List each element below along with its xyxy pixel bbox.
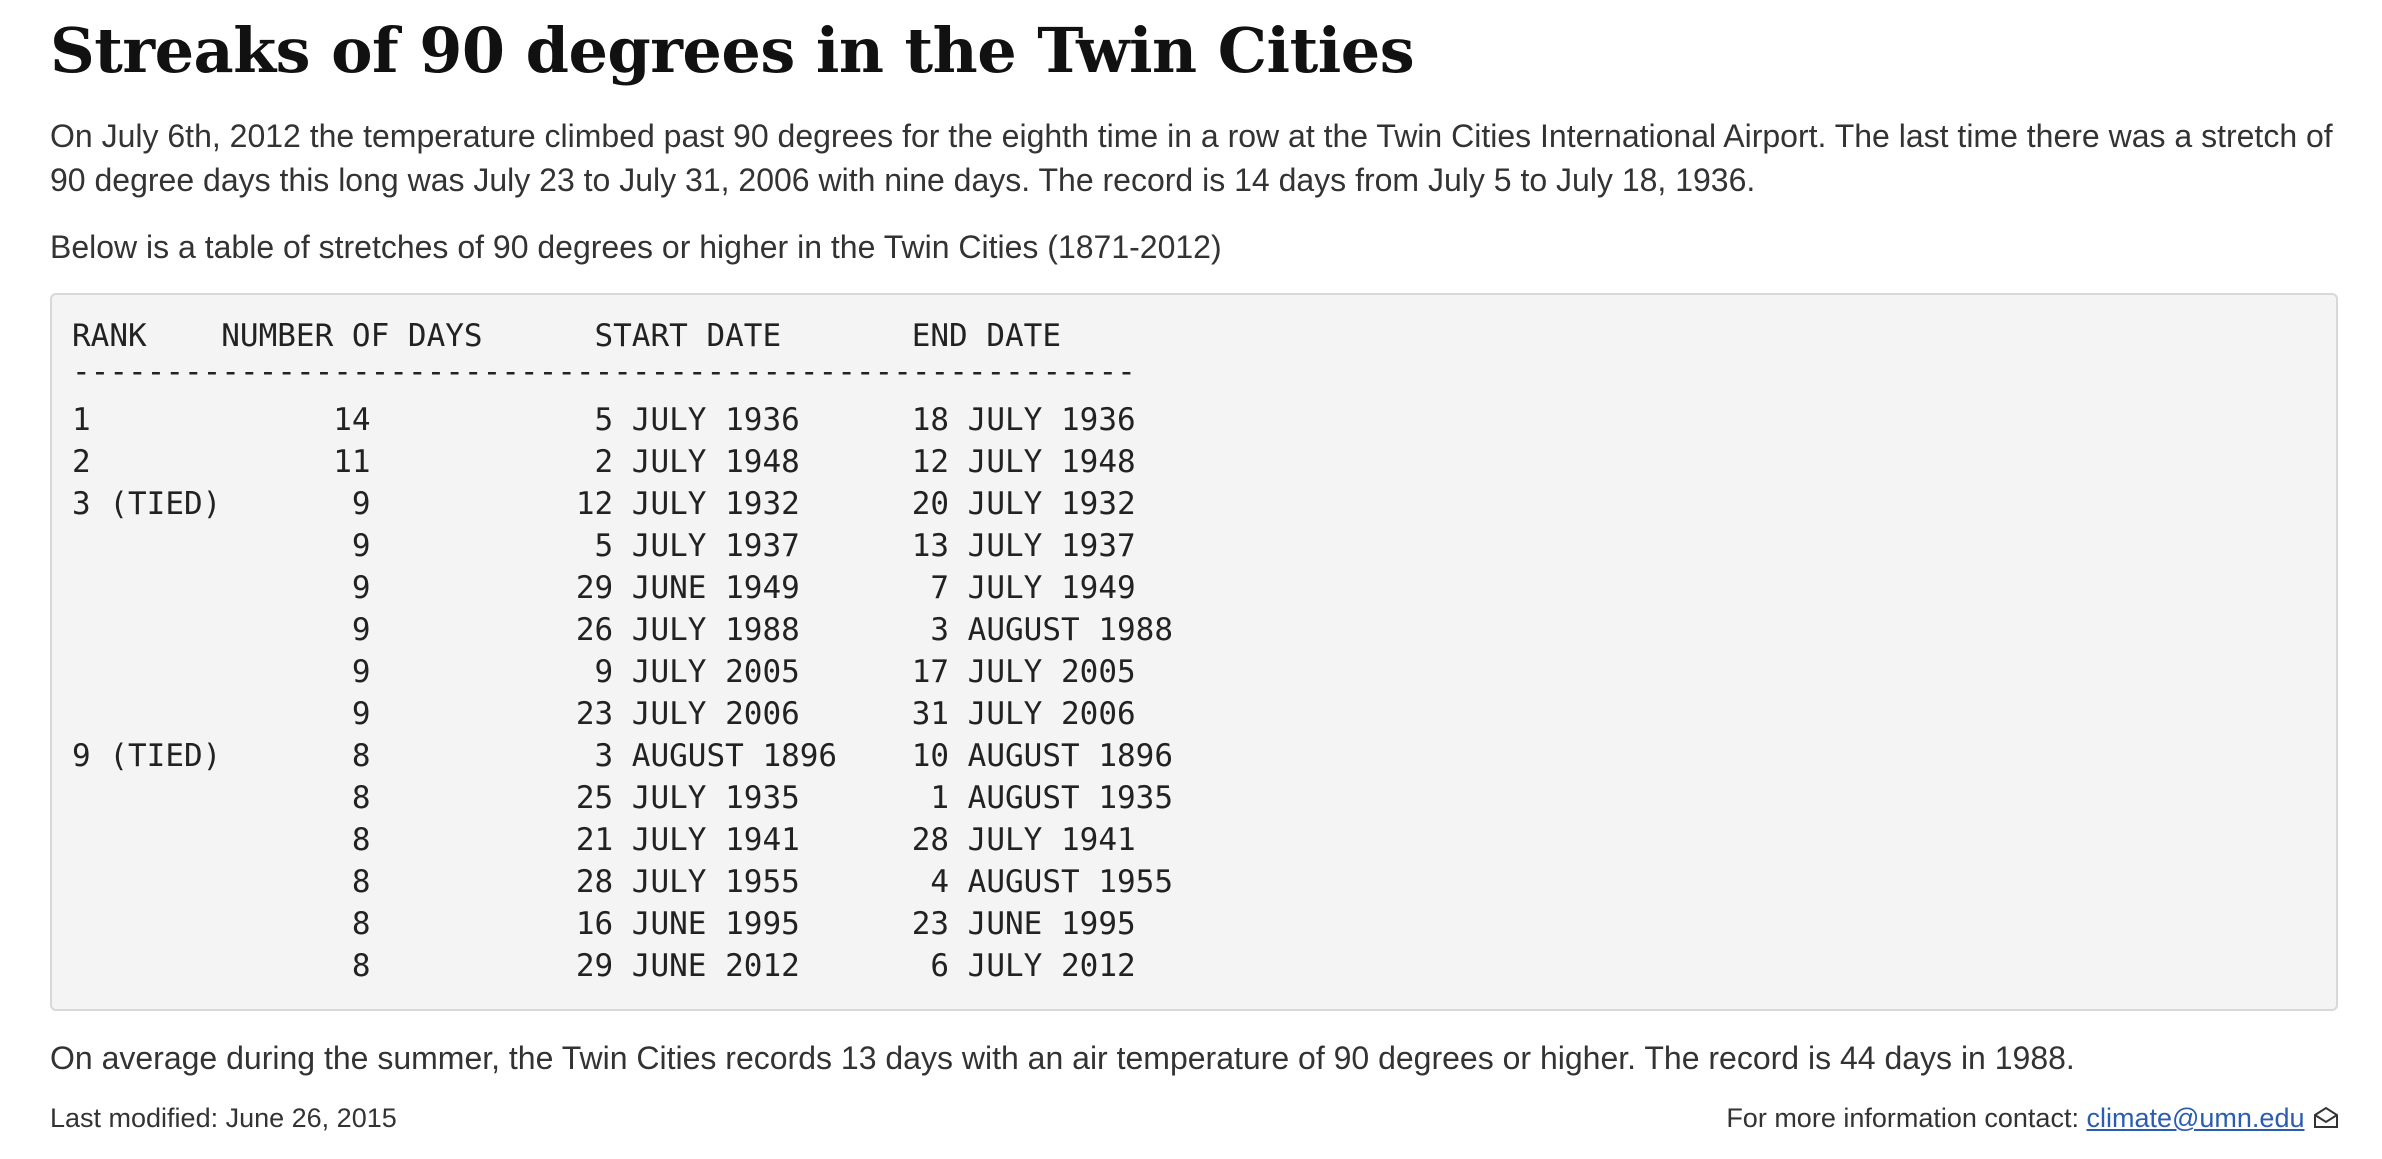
rank: 1 bbox=[72, 402, 91, 438]
end-date: 12 JULY 1948 bbox=[911, 444, 1136, 480]
days: 8 bbox=[351, 906, 371, 942]
end-date: 1 AUGUST 1935 bbox=[930, 780, 1173, 816]
start-date: 26 JULY 1988 bbox=[575, 612, 800, 648]
email-link[interactable]: climate@umn.edu bbox=[2086, 1103, 2305, 1133]
days: 8 bbox=[351, 948, 371, 984]
intro-text: On July 6th, 2012 the temperature climbe… bbox=[50, 118, 2333, 198]
start-date: 5 JULY 1937 bbox=[594, 528, 800, 564]
days: 14 bbox=[333, 402, 371, 438]
start-date: 16 JUNE 1995 bbox=[575, 906, 800, 942]
end-date: 10 AUGUST 1896 bbox=[911, 738, 1173, 774]
start-date: 9 JULY 2005 bbox=[594, 654, 800, 690]
days: 9 bbox=[351, 528, 371, 564]
start-date: 28 JULY 1955 bbox=[575, 864, 800, 900]
days: 8 bbox=[351, 738, 371, 774]
contact-label: For more information contact: bbox=[1726, 1103, 2079, 1133]
end-date: 6 JULY 2012 bbox=[930, 948, 1136, 984]
column-header: RANK bbox=[72, 318, 147, 354]
start-date: 29 JUNE 1949 bbox=[575, 570, 800, 606]
start-date: 23 JULY 2006 bbox=[575, 696, 800, 732]
start-date: 12 JULY 1932 bbox=[575, 486, 800, 522]
rank: 9 (TIED) bbox=[72, 738, 222, 774]
start-date: 21 JULY 1941 bbox=[575, 822, 800, 858]
days: 9 bbox=[351, 696, 371, 732]
days: 8 bbox=[351, 864, 371, 900]
days: 9 bbox=[351, 486, 371, 522]
end-date: 17 JULY 2005 bbox=[911, 654, 1136, 690]
page-title: Streaks of 90 degrees in the Twin Cities bbox=[50, 14, 1415, 87]
summary-text: On average during the summer, the Twin C… bbox=[50, 1040, 2075, 1076]
end-date: 18 JULY 1936 bbox=[911, 402, 1136, 438]
days: 9 bbox=[351, 654, 371, 690]
rank: 3 (TIED) bbox=[72, 486, 222, 522]
rank: 2 bbox=[72, 444, 91, 480]
end-date: 31 JULY 2006 bbox=[911, 696, 1136, 732]
separator: ----------------------------------------… bbox=[72, 354, 1136, 390]
start-date: 29 JUNE 2012 bbox=[575, 948, 800, 984]
start-date: 5 JULY 1936 bbox=[594, 402, 800, 438]
column-header: NUMBER OF DAYS bbox=[221, 318, 483, 354]
days: 9 bbox=[351, 570, 371, 606]
column-header: END DATE bbox=[911, 318, 1061, 354]
end-date: 13 JULY 1937 bbox=[911, 528, 1136, 564]
start-date: 25 JULY 1935 bbox=[575, 780, 800, 816]
start-date: 3 AUGUST 1896 bbox=[594, 738, 838, 774]
days: 11 bbox=[333, 444, 371, 480]
end-date: 7 JULY 1949 bbox=[930, 570, 1136, 606]
table-box: RANK NUMBER OF DAYS START DATE END DATE ----… bbox=[50, 293, 2338, 1011]
column-header: START DATE bbox=[594, 318, 782, 354]
days: 8 bbox=[351, 780, 371, 816]
end-date: 3 AUGUST 1988 bbox=[930, 612, 1173, 648]
end-date: 4 AUGUST 1955 bbox=[930, 864, 1173, 900]
end-date: 28 JULY 1941 bbox=[911, 822, 1136, 858]
last-modified: Last modified: June 26, 2015 bbox=[50, 1103, 397, 1133]
days: 8 bbox=[351, 822, 371, 858]
mail-icon bbox=[2314, 1106, 2338, 1128]
start-date: 2 JULY 1948 bbox=[594, 444, 800, 480]
table-intro: Below is a table of stretches of 90 degr… bbox=[50, 229, 1222, 265]
contact: For more information contact: climate@um… bbox=[1726, 1103, 2340, 1134]
days: 9 bbox=[351, 612, 371, 648]
end-date: 23 JUNE 1995 bbox=[911, 906, 1136, 942]
end-date: 20 JULY 1932 bbox=[911, 486, 1136, 522]
